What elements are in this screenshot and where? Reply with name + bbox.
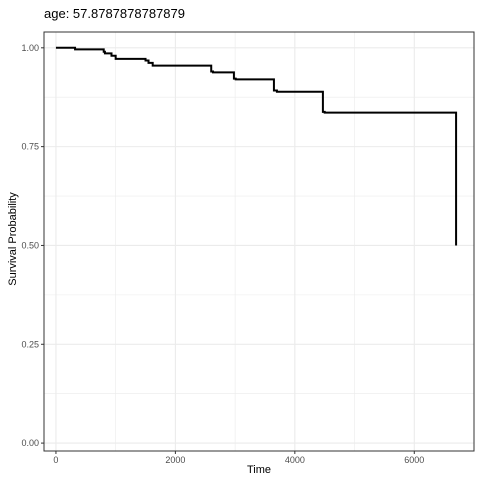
grid-minor <box>44 32 474 451</box>
panel-border <box>43 31 475 452</box>
chart-title: age: 57.8787878787879 <box>44 6 185 21</box>
x-tick-label: 4000 <box>285 455 305 465</box>
grid-major <box>44 32 474 451</box>
x-tick-label: 2000 <box>165 455 185 465</box>
x-tick-label: 6000 <box>404 455 424 465</box>
y-tick-label: 0.50 <box>21 240 39 250</box>
y-axis-ticks: 0.00 0.25 0.50 0.75 1.00 <box>21 43 44 448</box>
x-axis-label: Time <box>247 464 271 476</box>
y-tick-label: 0.75 <box>21 142 39 152</box>
series-layer <box>55 46 458 246</box>
y-tick-label: 1.00 <box>21 43 39 53</box>
y-tick-label: 0.25 <box>21 339 39 349</box>
x-axis-ticks: 0 2000 4000 6000 <box>53 451 424 465</box>
x-tick-label: 0 <box>53 455 58 465</box>
survival-curve <box>55 46 458 246</box>
y-axis-label: Survival Probability <box>7 192 19 286</box>
y-tick-label: 0.00 <box>21 438 39 448</box>
